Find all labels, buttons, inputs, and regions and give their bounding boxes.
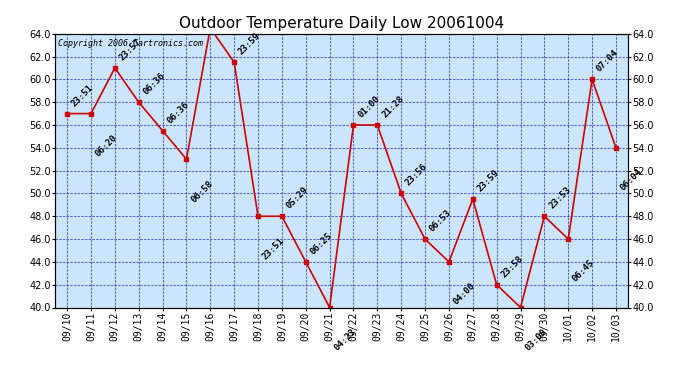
Text: 06:36: 06:36 bbox=[166, 100, 190, 125]
Text: 06:20: 06:20 bbox=[94, 133, 119, 158]
Text: 06:36: 06:36 bbox=[141, 71, 167, 97]
Text: 23:57: 23:57 bbox=[117, 37, 143, 62]
Text: 06:53: 06:53 bbox=[428, 208, 453, 234]
Text: 05:29: 05:29 bbox=[285, 185, 310, 211]
Text: 06:04: 06:04 bbox=[619, 167, 644, 193]
Text: 06:25: 06:25 bbox=[308, 231, 334, 256]
Text: Copyright 2006 Cartronics.com: Copyright 2006 Cartronics.com bbox=[58, 39, 203, 48]
Text: 23:51: 23:51 bbox=[70, 82, 95, 108]
Text: 23:58: 23:58 bbox=[500, 254, 525, 279]
Text: 06:45: 06:45 bbox=[571, 258, 596, 284]
Text: 23:51: 23:51 bbox=[261, 236, 286, 261]
Text: 06:58: 06:58 bbox=[189, 178, 215, 204]
Title: Outdoor Temperature Daily Low 20061004: Outdoor Temperature Daily Low 20061004 bbox=[179, 16, 504, 31]
Text: 03:00: 03:00 bbox=[523, 327, 549, 352]
Text: 23:56: 23:56 bbox=[404, 162, 429, 188]
Text: 07:04: 07:04 bbox=[595, 48, 620, 74]
Text: 21:28: 21:28 bbox=[380, 94, 406, 120]
Text: 23:59: 23:59 bbox=[475, 168, 501, 194]
Text: 06:37: 06:37 bbox=[0, 374, 1, 375]
Text: 23:59: 23:59 bbox=[237, 32, 262, 57]
Text: 23:53: 23:53 bbox=[547, 185, 573, 211]
Text: 01:00: 01:00 bbox=[356, 94, 382, 120]
Text: 04:00: 04:00 bbox=[452, 281, 477, 307]
Text: 04:23: 04:23 bbox=[333, 327, 357, 352]
